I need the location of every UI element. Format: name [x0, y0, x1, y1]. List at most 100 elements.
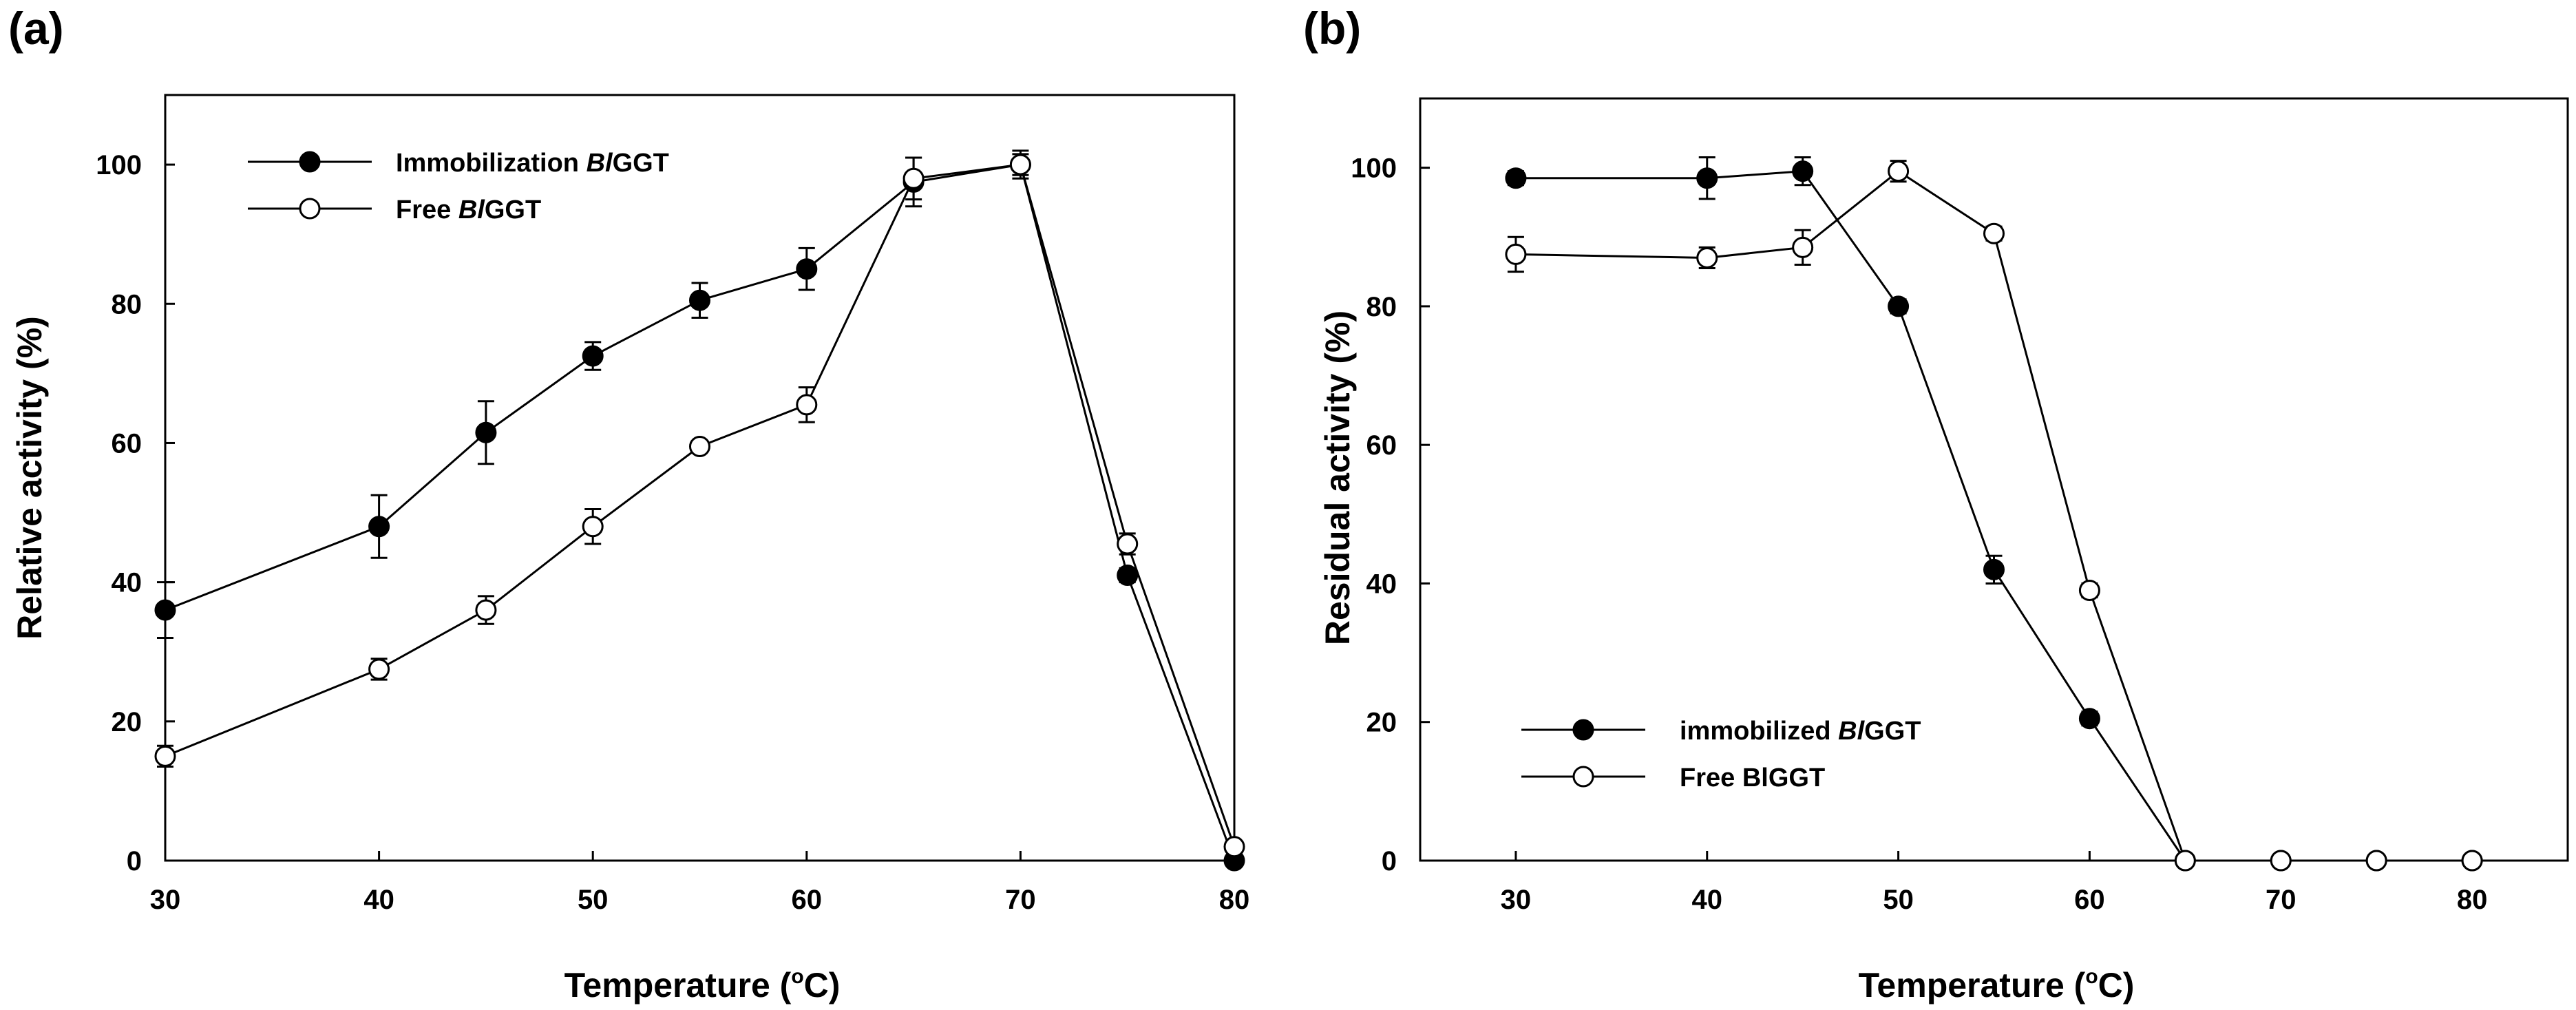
x-axis-title-main: Temperature (: [1859, 966, 2086, 1004]
data-point: [689, 436, 710, 458]
x-tick-label: 60: [792, 885, 823, 915]
y-tick-label: 60: [1366, 430, 1397, 461]
legend-label-suffix: BlGGT: [1742, 764, 1825, 792]
x-tick-label: 40: [1692, 885, 1723, 915]
data-point: [1888, 160, 1910, 182]
series-line: [165, 163, 1236, 861]
x-axis-title-unit: C): [804, 966, 841, 1004]
data-point: [1983, 558, 2005, 580]
series-filled: [154, 149, 1245, 872]
data-point: [1117, 565, 1139, 587]
series-line: [165, 163, 1236, 848]
data-point: [475, 599, 497, 621]
data-point: [1983, 222, 2005, 244]
data-point: [582, 516, 604, 538]
x-tick-label: 70: [1005, 885, 1036, 915]
y-tick-label: 40: [1366, 569, 1397, 599]
legend-marker: [299, 151, 321, 173]
series-line: [1515, 170, 2473, 862]
data-point: [689, 289, 710, 311]
data-point: [1223, 836, 1245, 858]
data-point: [1505, 243, 1527, 265]
data-point: [2078, 708, 2100, 730]
legend-label-prefix: Immobilization: [396, 149, 587, 178]
x-tick-label: 40: [363, 885, 394, 915]
data-point: [368, 516, 390, 538]
panel-label: (b): [1303, 3, 1361, 54]
x-tick-label: 70: [2266, 885, 2297, 915]
data-point: [154, 599, 176, 621]
legend-label: Immobilization BlGGT: [396, 149, 669, 178]
data-point: [2270, 850, 2292, 872]
data-point: [1117, 533, 1139, 555]
y-tick-label: 80: [1366, 292, 1397, 322]
y-tick-label: 100: [1351, 154, 1397, 184]
x-axis-title: Temperature (oC): [1859, 965, 2135, 1004]
data-point: [475, 421, 497, 443]
x-tick-label: 30: [1501, 885, 1532, 915]
legend-label-suffix: GGT: [613, 149, 669, 178]
legend-label-italic: Bl: [587, 149, 613, 178]
series-open: [154, 153, 1245, 858]
x-axis-title-degree: o: [791, 965, 803, 988]
x-tick-label: 80: [2457, 885, 2488, 915]
data-point: [1792, 160, 1814, 182]
x-tick-label: 50: [1883, 885, 1914, 915]
data-point: [368, 658, 390, 680]
legend-label-suffix: GGT: [485, 196, 541, 224]
data-point: [1505, 167, 1527, 189]
data-point: [1888, 295, 1910, 317]
y-axis-title: Residual activity (%): [1318, 311, 1357, 645]
plot-frame: [164, 94, 1236, 862]
legend-marker: [1572, 719, 1594, 741]
data-point: [1009, 154, 1031, 176]
data-point: [154, 745, 176, 767]
legend-label-prefix: Free: [396, 196, 458, 224]
data-point: [1792, 236, 1814, 258]
x-tick-label: 30: [150, 885, 181, 915]
data-point: [2078, 580, 2100, 602]
series-filled: [1505, 156, 2483, 872]
y-tick-label: 20: [1366, 708, 1397, 738]
data-point: [902, 167, 925, 189]
x-axis-title-unit: C): [2098, 966, 2135, 1004]
x-tick-label: 50: [578, 885, 609, 915]
legend-label-prefix: immobilized: [1680, 717, 1838, 746]
legend-label: immobilized BlGGT: [1680, 717, 1921, 746]
data-point: [2365, 850, 2387, 872]
data-point: [2174, 850, 2196, 872]
x-axis-title: Temperature (oC): [564, 965, 841, 1004]
series-open: [1505, 160, 2483, 872]
legend-label: Free BlGGT: [1680, 764, 1825, 792]
data-point: [796, 394, 818, 416]
x-axis-title-degree: o: [2085, 965, 2098, 988]
data-point: [2461, 850, 2483, 872]
y-tick-label: 80: [112, 289, 142, 319]
data-point: [1696, 246, 1718, 269]
y-tick-label: 100: [96, 150, 142, 180]
panel-label: (a): [8, 3, 64, 54]
legend-label-italic: Bl: [1838, 717, 1865, 746]
legend-label-prefix: Free: [1680, 764, 1742, 792]
chart-panel-a: (a) 30 40 50 60 70 80 0 20 40 60 80 100 Temperature (…: [8, 3, 1249, 1004]
y-tick-label: 0: [127, 846, 142, 876]
y-axis-title: Relative activity (%): [10, 316, 49, 640]
y-tick-label: 60: [112, 428, 142, 459]
legend-label: Free BlGGT: [396, 196, 541, 224]
y-tick-label: 0: [1382, 846, 1397, 876]
legend-label-italic: Bl: [458, 196, 485, 224]
x-tick-label: 80: [1219, 885, 1250, 915]
y-tick-label: 40: [112, 568, 142, 598]
chart-panel-b: (b) 30 40 50 60 70 80 0 20 40 60 80 100 Temperature (…: [1303, 3, 2569, 1004]
legend-marker: [299, 198, 321, 220]
data-point: [796, 258, 818, 280]
x-tick-label: 60: [2074, 885, 2105, 915]
data-point: [1696, 167, 1718, 189]
legend-marker: [1572, 766, 1594, 788]
legend-label-suffix: GGT: [1864, 717, 1921, 746]
data-point: [582, 345, 604, 367]
plot-frame: [1419, 97, 2569, 862]
series-line: [1515, 169, 2473, 862]
x-axis-title-main: Temperature (: [564, 966, 792, 1004]
